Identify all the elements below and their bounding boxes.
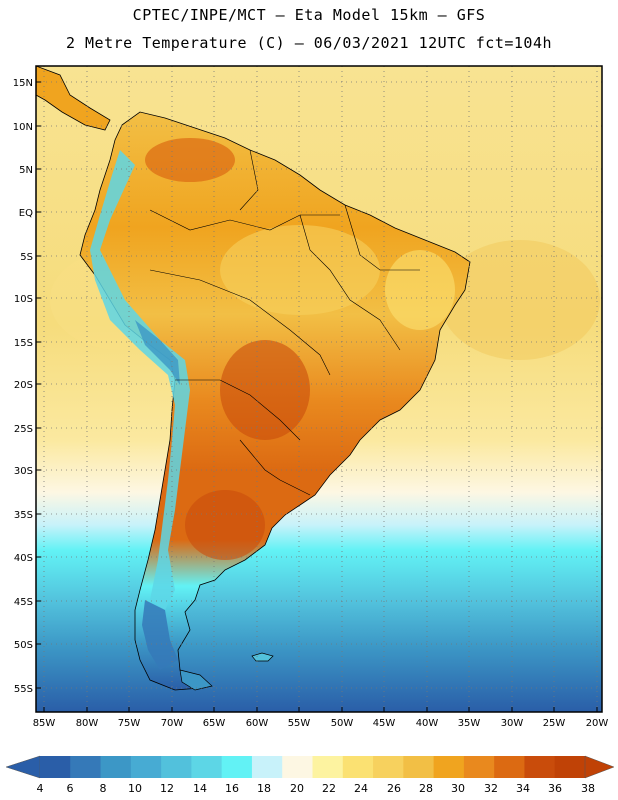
lat-tick-label: EQ <box>19 208 33 219</box>
latitude-labels: 15N 10N 5N EQ 5S 10S 15S 20S 25S 30S 35S 40S 45S 50S 5… <box>13 78 41 695</box>
legend-swatch <box>554 756 586 778</box>
hot-region-north <box>145 138 235 182</box>
legend-label: 8 <box>99 782 107 795</box>
lat-tick-label: 25S <box>14 424 33 435</box>
central-america-land <box>36 66 111 131</box>
longitude-labels: 85W 80W 75W 70W 65W 60W 55W 50W 45W 40W 35W 30W 25W 2… <box>33 707 609 729</box>
lon-tick-label: 25W <box>543 718 566 729</box>
falkland-islands <box>251 652 274 662</box>
legend-swatch <box>524 756 556 778</box>
legend-swatch <box>100 756 132 778</box>
lon-tick-label: 50W <box>331 718 354 729</box>
legend-label: 4 <box>36 782 44 795</box>
legend-label: 36 <box>548 782 562 795</box>
legend-swatch <box>403 756 435 778</box>
legend-label: 24 <box>354 782 368 795</box>
lat-tick-label: 20S <box>14 380 33 391</box>
legend-label: 32 <box>484 782 498 795</box>
lat-tick-label: 10S <box>14 294 33 305</box>
legend-label: 30 <box>451 782 465 795</box>
legend-swatch <box>342 756 374 778</box>
map-title: CPTEC/INPE/MCT – Eta Model 15km – GFS <box>132 6 486 24</box>
legend-label: 22 <box>322 782 336 795</box>
legend-swatch <box>282 756 313 778</box>
legend-swatch <box>463 756 495 778</box>
color-legend: 4 6 8 10 12 14 16 18 20 22 24 26 28 30 32 34 36 38 <box>0 748 618 800</box>
legend-label: 16 <box>225 782 239 795</box>
lon-tick-label: 45W <box>373 718 396 729</box>
patagonia-andes-cold <box>142 600 178 670</box>
legend-swatch <box>221 756 253 778</box>
lat-tick-label: 15N <box>13 78 33 89</box>
andes-cold-core <box>135 320 180 385</box>
legend-bar <box>5 755 615 779</box>
legend-label: 20 <box>290 782 304 795</box>
lat-tick-label: 50S <box>14 640 33 651</box>
mild-region-northeast <box>385 250 455 330</box>
legend-label: 38 <box>581 782 595 795</box>
andes-cool-band <box>90 150 190 610</box>
warm-region-amazon <box>220 225 380 315</box>
legend-swatch <box>191 756 223 778</box>
legend-label: 14 <box>193 782 207 795</box>
legend-label: 12 <box>160 782 174 795</box>
lon-tick-label: 60W <box>246 718 269 729</box>
lat-tick-label: 35S <box>14 510 33 521</box>
hot-region-chaco <box>220 340 310 440</box>
legend-swatch <box>161 756 192 778</box>
legend-label: 6 <box>66 782 74 795</box>
lon-tick-label: 20W <box>586 718 609 729</box>
legend-label: 18 <box>257 782 271 795</box>
lat-tick-label: 30S <box>14 466 33 477</box>
lat-tick-label: 5N <box>19 165 33 176</box>
lon-tick-label: 80W <box>76 718 99 729</box>
lon-tick-label: 85W <box>33 718 56 729</box>
lon-tick-label: 75W <box>118 718 141 729</box>
legend-swatch <box>433 756 465 778</box>
legend-overflow-arrow <box>584 755 615 779</box>
legend-label: 10 <box>128 782 142 795</box>
lon-tick-label: 30W <box>501 718 524 729</box>
map-frame <box>35 65 603 713</box>
lat-tick-label: 10N <box>13 122 33 133</box>
lat-tick-label: 55S <box>14 684 33 695</box>
lon-tick-label: 40W <box>416 718 439 729</box>
legend-swatch <box>130 756 162 778</box>
lat-tick-label: 15S <box>14 338 33 349</box>
legend-swatch <box>373 756 404 778</box>
country-borders <box>149 149 420 496</box>
lon-tick-label: 70W <box>161 718 184 729</box>
legend-label: 28 <box>419 782 433 795</box>
lat-tick-label: 45S <box>14 597 33 608</box>
hot-region-patagonia <box>185 490 265 560</box>
legend-swatch <box>40 756 71 778</box>
lon-tick-label: 55W <box>288 718 311 729</box>
tierra-del-fuego <box>179 669 213 691</box>
lon-tick-label: 65W <box>203 718 226 729</box>
lat-tick-label: 40S <box>14 553 33 564</box>
map-subtitle: 2 Metre Temperature (C) – 06/03/2021 12U… <box>65 34 553 52</box>
legend-swatch <box>251 756 283 778</box>
legend-swatch <box>494 756 525 778</box>
legend-label: 26 <box>387 782 401 795</box>
lon-tick-label: 35W <box>458 718 481 729</box>
legend-swatch <box>312 756 344 778</box>
legend-swatch <box>70 756 102 778</box>
lat-tick-label: 5S <box>20 252 33 263</box>
legend-label: 34 <box>516 782 530 795</box>
legend-underflow-arrow <box>5 755 41 779</box>
